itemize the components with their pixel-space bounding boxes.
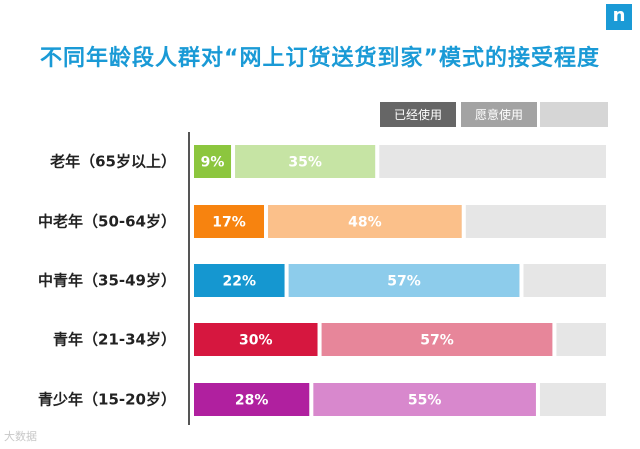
bar-gap-end-4 (552, 323, 557, 356)
data-label-used-4: 30% (239, 333, 273, 349)
data-label-used-3: 22% (223, 274, 257, 290)
data-label-willing-2: 48% (348, 215, 382, 231)
bar-willing-3 (288, 264, 520, 297)
bar-used-4 (194, 323, 318, 356)
brand-logo: n (606, 4, 632, 30)
legend-swatch-2 (461, 102, 537, 127)
category-label-4: 青年（21-34岁） (53, 331, 176, 349)
category-label-2: 中老年（50-64岁） (38, 213, 176, 231)
data-label-willing-3: 57% (387, 274, 421, 290)
bar-willing-1 (235, 145, 376, 178)
bar-gap-end-2 (461, 205, 466, 238)
bar-used-1 (194, 145, 232, 178)
watermark: 大数据 (4, 430, 37, 443)
data-label-willing-5: 55% (408, 393, 442, 409)
bar-used-3 (194, 264, 285, 297)
bar-gap-4 (317, 323, 322, 356)
chart-title: 不同年龄段人群对“网上订货送货到家”模式的接受程度 (40, 46, 600, 71)
legend-swatch-1 (380, 102, 456, 127)
legend-label-2: 愿意使用 (475, 107, 523, 122)
bar-used-5 (194, 383, 310, 416)
legend-label-1: 已经使用 (394, 107, 442, 122)
category-label-5: 青少年（15-20岁） (38, 391, 176, 409)
data-label-used-5: 28% (235, 393, 269, 409)
bar-gap-end-3 (519, 264, 524, 297)
bar-gap-3 (284, 264, 289, 297)
bar-used-2 (194, 205, 265, 238)
legend-swatch-3 (540, 102, 608, 127)
bar-gap-2 (264, 205, 269, 238)
bar-willing-4 (321, 323, 553, 356)
data-label-willing-4: 57% (420, 333, 454, 349)
bar-gap-5 (309, 383, 314, 416)
bar-willing-2 (268, 205, 462, 238)
category-label-3: 中青年（35-49岁） (38, 272, 176, 290)
bar-gap-end-1 (375, 145, 380, 178)
data-label-willing-1: 35% (288, 155, 322, 171)
category-label-1: 老年（65岁以上） (49, 153, 176, 171)
bar-willing-5 (313, 383, 536, 416)
data-label-used-2: 17% (212, 215, 246, 231)
data-label-used-1: 9% (201, 155, 225, 171)
bar-gap-1 (231, 145, 236, 178)
bar-gap-end-5 (535, 383, 540, 416)
